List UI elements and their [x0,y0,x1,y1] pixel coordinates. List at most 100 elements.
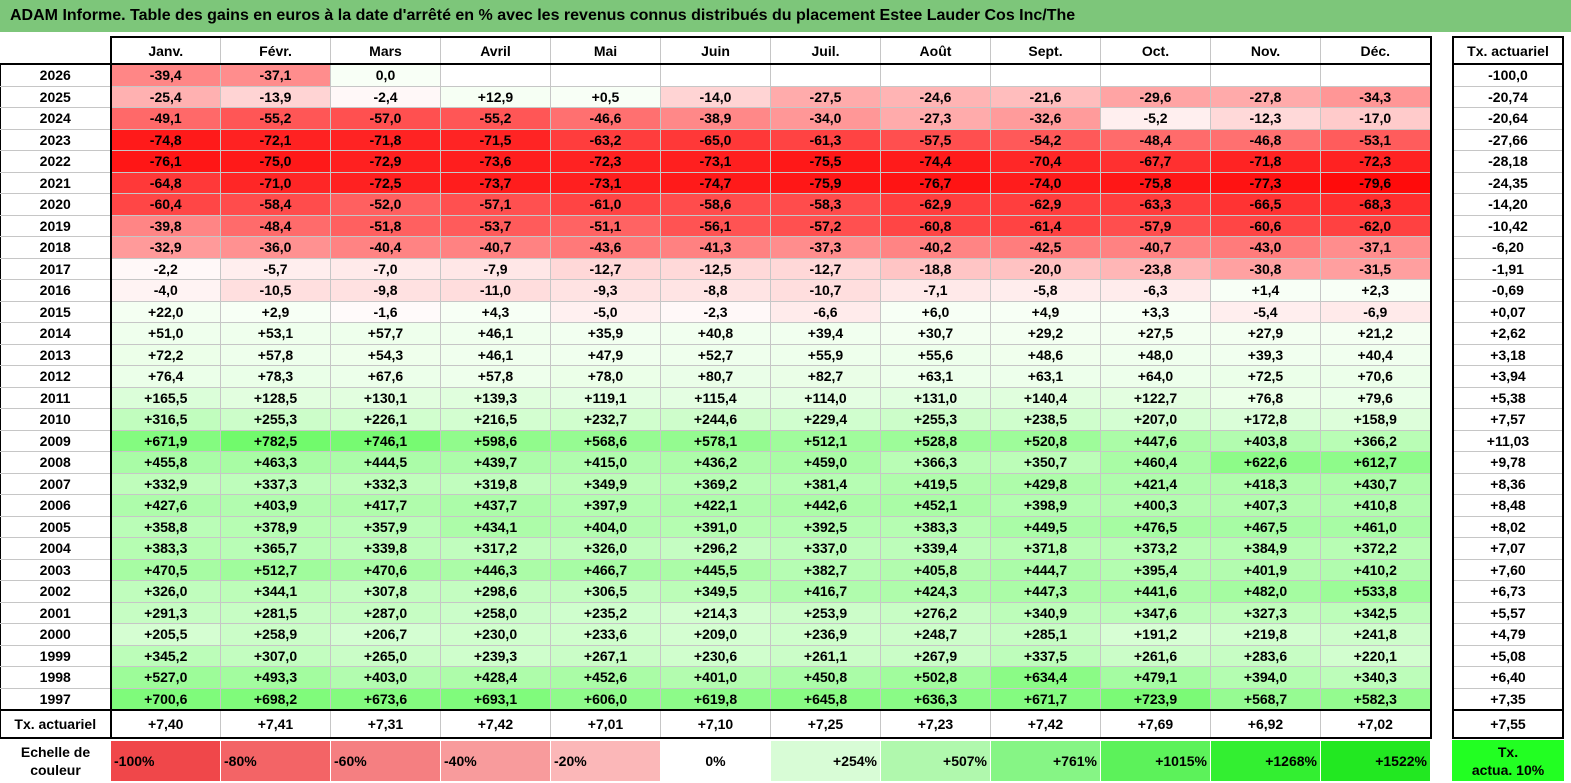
gain-cell [1210,63,1321,87]
year-label: 2015 [0,300,111,323]
year-label: 2008 [0,451,111,474]
gain-cell: +55,9 [770,343,881,366]
tx-actuariel-month-value: +6,92 [1210,709,1321,739]
gain-cell: +698,2 [220,687,331,711]
gain-cell: -37,1 [1320,236,1432,259]
gain-cell: +21,2 [1320,322,1432,345]
tx-actuariel-value: -27,66 [1452,128,1564,151]
gain-cell: -72,3 [550,150,661,173]
side-row: +8,02 [1452,515,1564,538]
scale-swatch: +1268% [1210,740,1321,782]
gain-cell: -12,3 [1210,107,1321,130]
gain-cell: +226,1 [330,408,441,431]
gain-cell: +445,5 [660,558,771,581]
year-label: 2023 [0,128,111,151]
scale-swatch: -100% [110,740,221,782]
gain-cell: -73,7 [440,171,551,194]
table-row: 1998 +527,0 +493,3 +403,0 +428,4 +452,6 +401,0… [0,666,1432,689]
gain-cell: -61,0 [550,193,661,216]
scale-label-line2: couleur [30,762,81,778]
gain-cell: -61,4 [990,214,1101,237]
tx-actuariel-value: +9,78 [1452,451,1564,474]
tx-actuariel-value: -6,20 [1452,236,1564,259]
gain-cell: +403,0 [330,666,441,689]
gain-cell: +415,0 [550,451,661,474]
gain-cell: +340,9 [990,601,1101,624]
side-total-row: +7,55 [1452,709,1564,739]
year-label: 2018 [0,236,111,259]
year-label: 2005 [0,515,111,538]
scale-swatch: 0% [660,740,771,782]
gain-cell: -30,8 [1210,257,1321,280]
side-row: -1,91 [1452,257,1564,280]
gain-cell: +671,9 [109,429,221,452]
gain-cell: -67,7 [1100,150,1211,173]
gain-cell: +347,6 [1100,601,1211,624]
scale-swatch: -60% [330,740,441,782]
gain-cell: -56,1 [660,214,771,237]
gain-cell: +622,6 [1210,451,1321,474]
gain-cell: +344,1 [220,580,331,603]
gain-cell: +1,4 [1210,279,1321,302]
tx-actuariel-month-value: +7,01 [550,709,661,739]
gain-cell: -10,7 [770,279,881,302]
gain-cell [770,63,881,87]
gain-cell: +424,3 [880,580,991,603]
tx-actuariel-value: -0,69 [1452,279,1564,302]
year-label: 2013 [0,343,111,366]
gain-cell: -4,0 [109,279,221,302]
gain-cell: -7,9 [440,257,551,280]
scale-right-line2: actua. 10% [1471,762,1545,778]
gain-cell: +233,6 [550,623,661,646]
gain-cell: +3,3 [1100,300,1211,323]
table-row: 2008 +455,8 +463,3 +444,5 +439,7 +415,0 +436,2… [0,451,1432,474]
gain-cell: +29,2 [990,322,1101,345]
gain-cell: +645,8 [770,687,881,711]
side-row: +7,60 [1452,558,1564,581]
side-row: +8,48 [1452,494,1564,517]
gain-cell: +372,2 [1320,537,1432,560]
gain-cell: -76,1 [109,150,221,173]
side-row: -6,20 [1452,236,1564,259]
tx-actuariel-month-value: +7,25 [770,709,881,739]
gain-cell: +4,9 [990,300,1101,323]
gain-cell: +466,7 [550,558,661,581]
gain-cell: -12,7 [770,257,881,280]
month-header: Févr. [220,36,331,65]
header-row: Janv. Févr. Mars Avril Mai Juin Juil. Août Sept.… [0,36,1432,65]
gain-cell: -74,8 [109,128,221,151]
gain-cell: +235,2 [550,601,661,624]
tx-actuariel-month-value: +7,10 [660,709,771,739]
side-row: +7,35 [1452,687,1564,711]
tx-actuariel-value: +3,18 [1452,343,1564,366]
side-row: -24,35 [1452,171,1564,194]
gain-cell: +342,5 [1320,601,1432,624]
gain-cell: -40,4 [330,236,441,259]
gain-cell: -57,0 [330,107,441,130]
gain-cell: -76,7 [880,171,991,194]
gain-cell: +165,5 [109,386,221,409]
gain-cell: +265,0 [330,644,441,667]
gain-cell: -2,4 [330,85,441,108]
gain-cell: +470,6 [330,558,441,581]
gain-cell: +598,6 [440,429,551,452]
gain-cell: +337,5 [990,644,1101,667]
scale-swatch: +254% [770,740,881,782]
gain-cell: +439,7 [440,451,551,474]
gain-cell: +673,6 [330,687,441,711]
year-label: 2019 [0,214,111,237]
gain-cell: +40,4 [1320,343,1432,366]
table-row: 2022 -76,1 -75,0 -72,9 -73,6 -72,3 -73,1 -75,5-… [0,150,1432,173]
tx-actuariel-value: +5,38 [1452,386,1564,409]
table-row: 2018 -32,9 -36,0 -40,4 -40,7 -43,6 -41,3 -37,3-… [0,236,1432,259]
gain-cell: -38,9 [660,107,771,130]
gain-cell: +422,1 [660,494,771,517]
gain-cell: +410,8 [1320,494,1432,517]
gain-cell: +52,7 [660,343,771,366]
gain-cell: +339,8 [330,537,441,560]
gain-cell: -54,2 [990,128,1101,151]
gain-cell: -72,3 [1320,150,1432,173]
month-header: Mai [550,36,661,65]
gain-cell: -66,5 [1210,193,1321,216]
gain-cell: -62,9 [880,193,991,216]
